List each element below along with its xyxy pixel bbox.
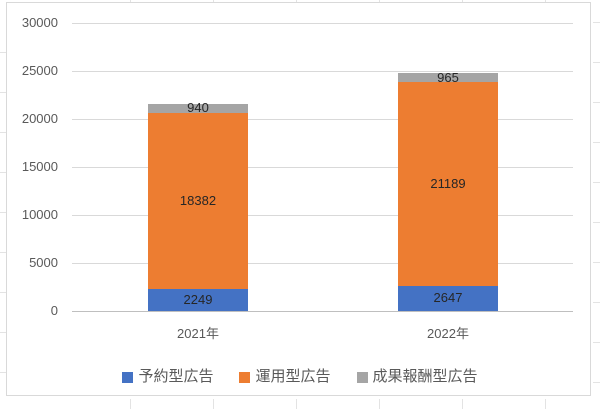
sheet-gridline — [593, 22, 600, 23]
gridline — [72, 23, 573, 24]
sheet-gridline — [593, 222, 600, 223]
sheet-gridline — [545, 399, 546, 409]
gridline — [72, 71, 573, 72]
sheet-gridline — [130, 0, 131, 2]
legend-item-reserved-ads[interactable]: 予約型広告 — [122, 367, 213, 387]
sheet-gridline — [0, 132, 6, 133]
sheet-gridline — [593, 102, 600, 103]
gridline — [72, 167, 573, 168]
sheet-gridline — [593, 142, 600, 143]
sheet-gridline — [0, 172, 6, 173]
gridline — [72, 119, 573, 120]
bar-segment-2021年-運用型広告[interactable] — [148, 112, 248, 290]
bar-segment-2021年-予約型広告[interactable] — [148, 289, 248, 311]
legend-swatch-blue-icon — [122, 371, 134, 383]
data-label: 21189 — [430, 175, 466, 191]
sheet-gridline — [593, 342, 600, 343]
sheet-gridline — [0, 252, 6, 253]
sheet-gridline — [379, 0, 380, 2]
data-label: 18382 — [179, 193, 217, 209]
y-tick-label: 25000 — [21, 63, 58, 78]
sheet-gridline — [593, 182, 600, 183]
legend-item-programmatic-ads[interactable]: 運用型広告 — [239, 367, 331, 387]
sheet-gridline — [462, 0, 463, 2]
x-axis-line — [72, 311, 573, 312]
sheet-gridline — [593, 382, 600, 383]
sheet-gridline — [0, 92, 6, 93]
data-label: 940 — [187, 100, 209, 116]
y-tick-label: 30000 — [21, 15, 58, 30]
legend-item-performance-ads[interactable]: 成果報酬型広告 — [356, 367, 478, 387]
y-tick-label: 0 — [50, 303, 58, 318]
legend-label: 成果報酬型広告 — [372, 368, 478, 385]
sheet-gridline — [593, 62, 600, 63]
y-tick-label: 20000 — [21, 111, 58, 126]
y-tick-label: 5000 — [29, 255, 58, 270]
legend[interactable]: 予約型広告 運用型広告 成果報酬型広告 — [0, 367, 600, 387]
chart-area[interactable] — [6, 2, 591, 396]
sheet-gridline — [379, 399, 380, 409]
sheet-gridline — [296, 399, 297, 409]
sheet-gridline — [593, 262, 600, 263]
sheet-gridline — [545, 0, 546, 2]
x-category-label: 2022年 — [427, 326, 469, 341]
gridline — [72, 263, 573, 264]
legend-label: 予約型広告 — [138, 368, 214, 385]
x-category-label: 2021年 — [177, 326, 219, 341]
sheet-gridline — [213, 0, 214, 2]
sheet-gridline — [462, 399, 463, 409]
y-tick-label: 10000 — [21, 207, 58, 222]
sheet-gridline — [0, 212, 6, 213]
sheet-gridline — [593, 302, 600, 303]
bar-segment-2021年-成果報酬型広告[interactable] — [148, 103, 248, 113]
sheet-gridline — [0, 332, 6, 333]
sheet-gridline — [0, 292, 6, 293]
y-tick-label: 15000 — [21, 159, 58, 174]
bar-segment-2022年-予約型広告[interactable] — [398, 285, 498, 311]
sheet-gridline — [296, 0, 297, 2]
legend-swatch-orange-icon — [239, 371, 251, 383]
data-label: 965 — [437, 69, 459, 85]
data-label: 2249 — [183, 292, 213, 308]
data-label: 2647 — [433, 290, 463, 306]
sheet-gridline — [213, 399, 214, 409]
legend-swatch-gray-icon — [356, 371, 368, 383]
sheet-gridline — [0, 52, 6, 53]
bar-segment-2022年-成果報酬型広告[interactable] — [398, 72, 498, 83]
sheet-gridline — [130, 399, 131, 409]
gridline — [72, 215, 573, 216]
sheet-gridline — [0, 372, 6, 373]
legend-label: 運用型広告 — [255, 368, 331, 385]
bar-segment-2022年-運用型広告[interactable] — [398, 82, 498, 286]
